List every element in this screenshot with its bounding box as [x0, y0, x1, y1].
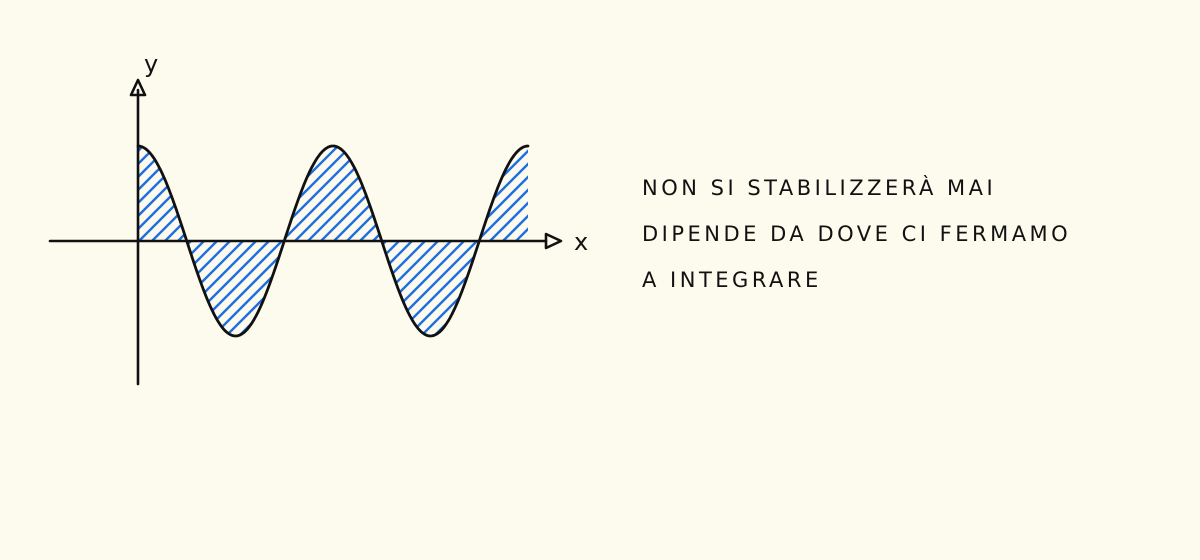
x-axis-arrow: [544, 232, 563, 250]
handwritten-note: NON SI STABILIZZERÀ MAI DIPENDE DA DOVE …: [642, 170, 1071, 308]
note-line-1: NON SI STABILIZZERÀ MAI: [642, 176, 997, 200]
hatch-stroke: [138, 146, 186, 336]
x-axis-label: x: [574, 228, 588, 256]
note-line-3: A INTEGRARE: [642, 268, 822, 292]
wave-curve: [136, 144, 530, 338]
y-axis-label: y: [144, 50, 158, 78]
note-line-2: DIPENDE DA DOVE CI FERMAMO: [642, 222, 1072, 246]
y-axis-arrow: [129, 78, 147, 97]
